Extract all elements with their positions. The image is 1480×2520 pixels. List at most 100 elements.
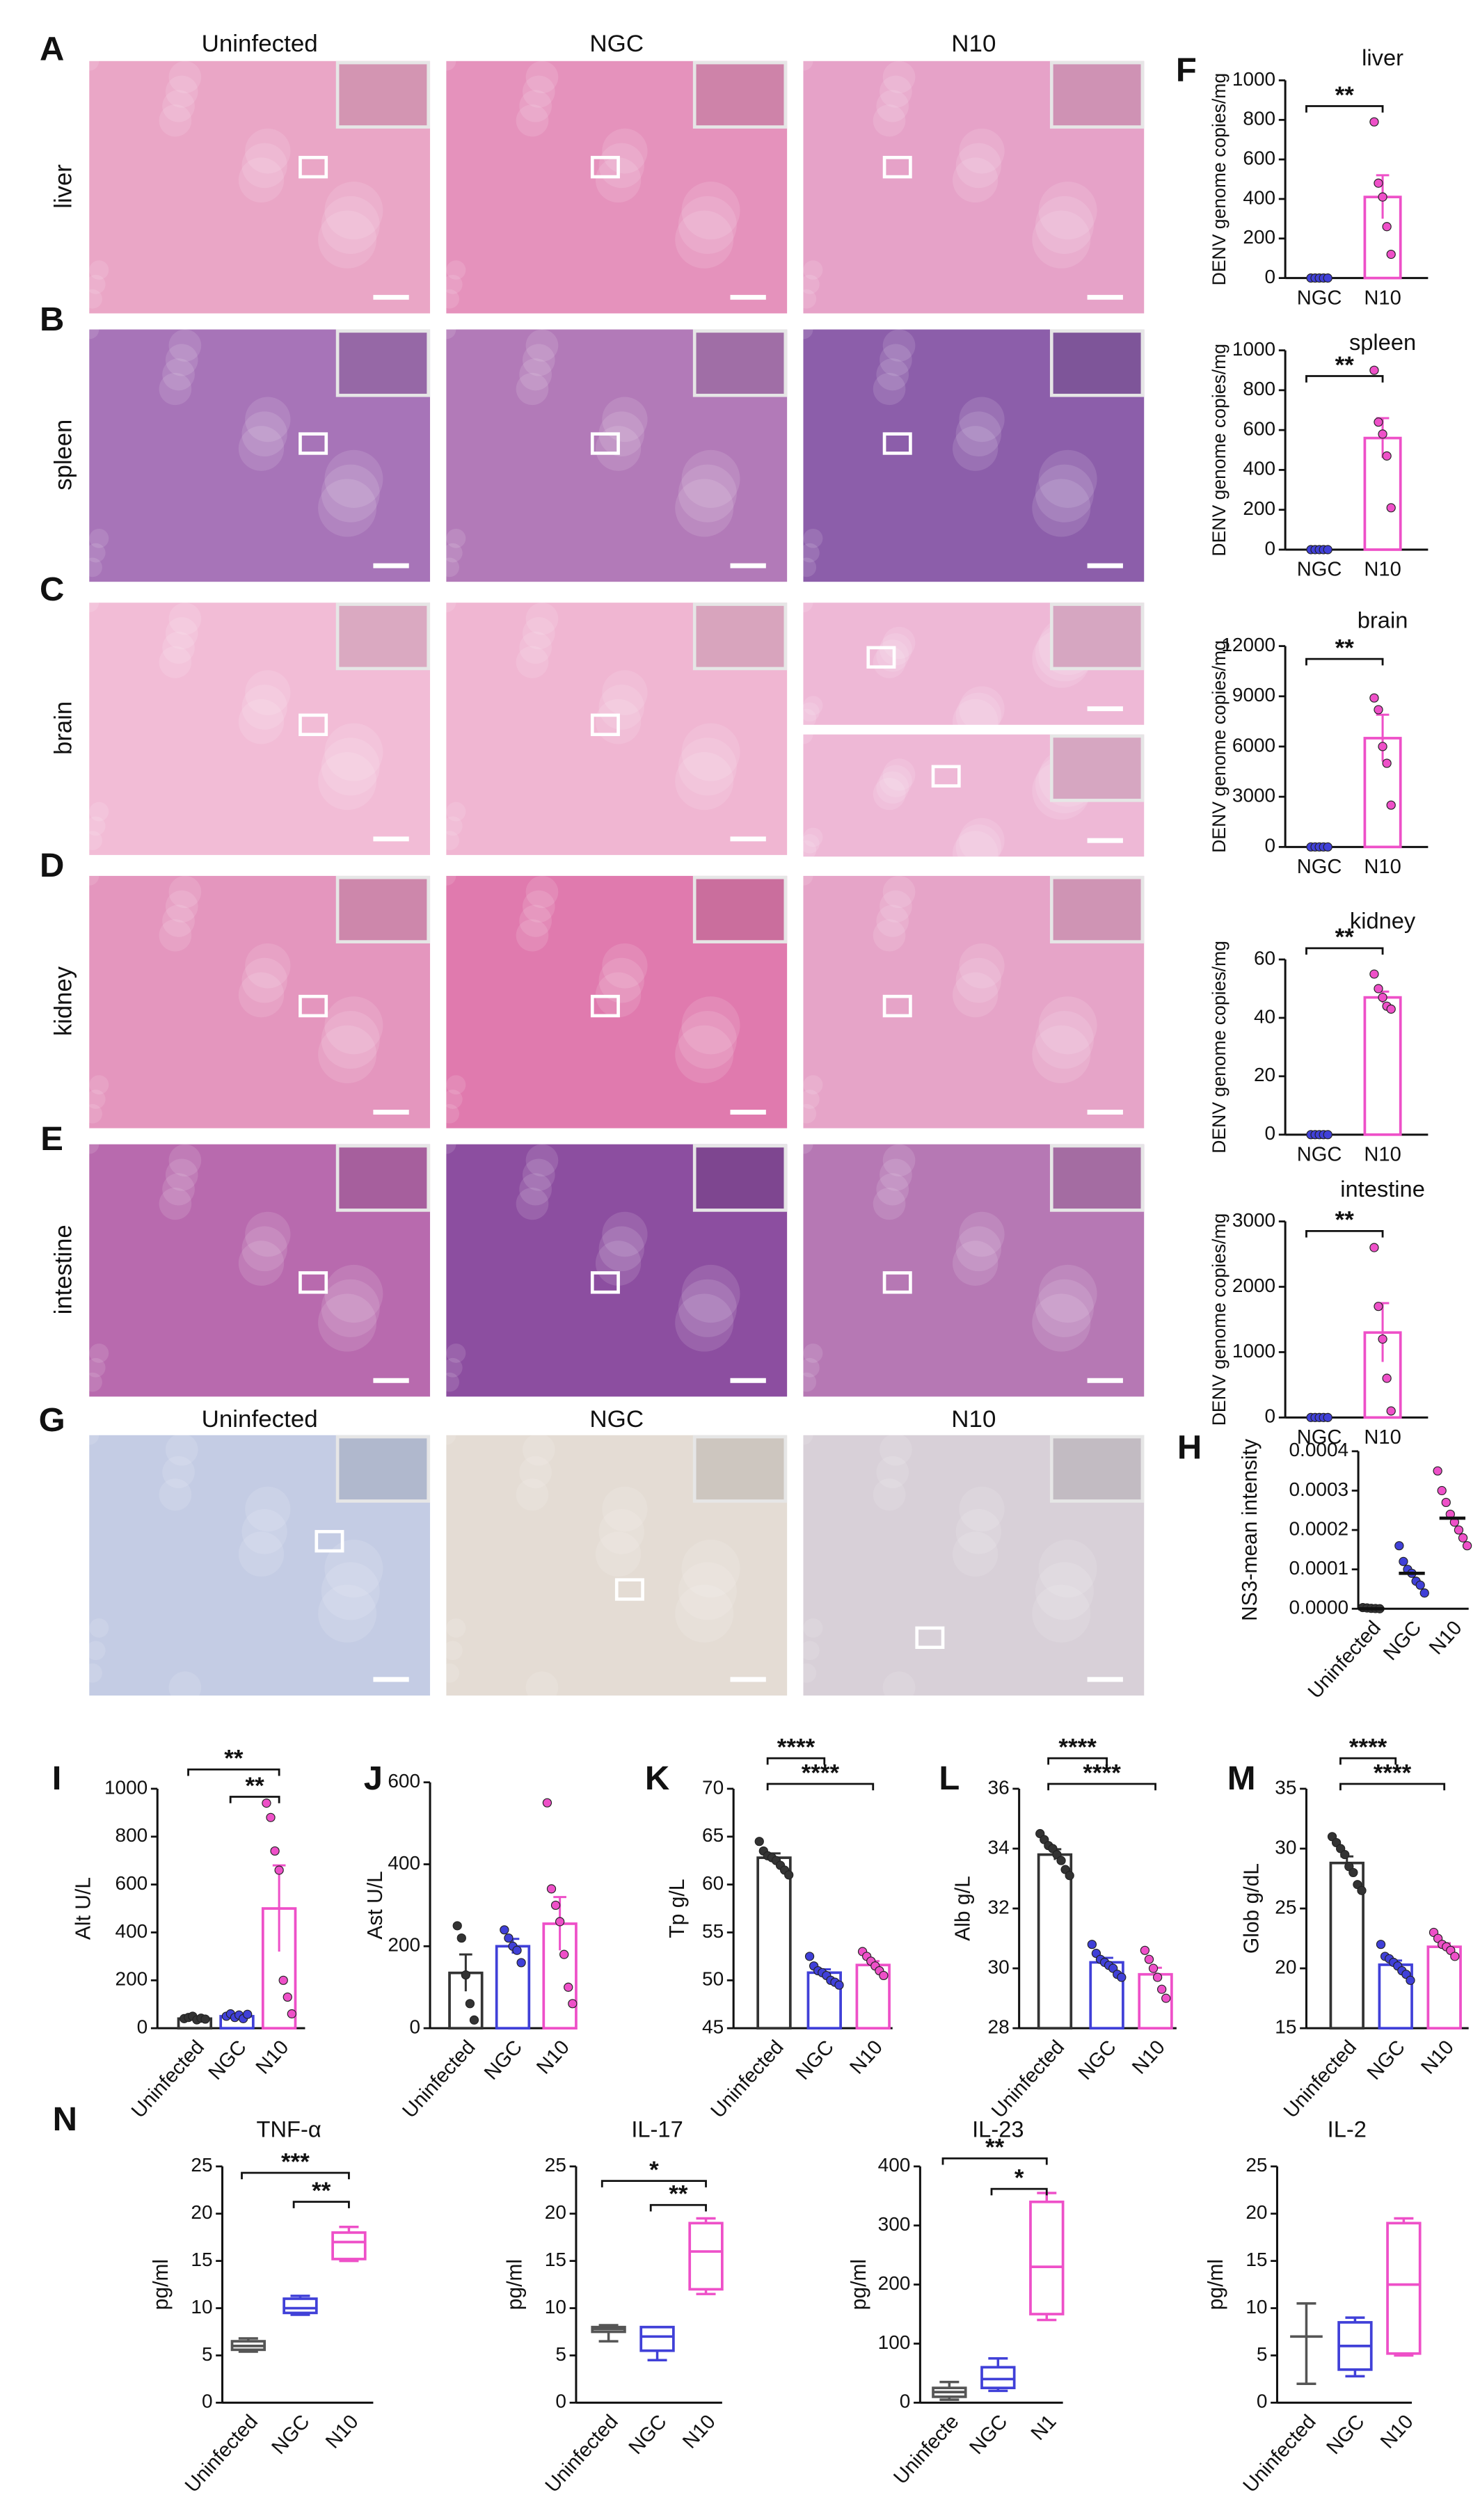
inset — [1049, 61, 1145, 129]
tissue-texture — [321, 464, 380, 523]
tissue-texture — [675, 210, 734, 269]
data-point — [784, 1870, 794, 1880]
tissue-texture — [79, 593, 100, 613]
inset — [1049, 1144, 1145, 1212]
tissue-texture — [516, 646, 549, 678]
tissue-texture — [436, 319, 456, 340]
x-tick-label: N10 — [321, 2411, 363, 2453]
inset — [692, 329, 788, 397]
significance-label: ** — [1335, 81, 1355, 109]
tissue-texture — [245, 1486, 291, 1532]
x-tick-label: NGC — [1297, 559, 1342, 581]
roi-box — [299, 432, 328, 455]
tissue-texture — [882, 758, 916, 791]
tissue-texture — [525, 1144, 559, 1177]
tissue-texture — [436, 866, 456, 886]
box — [1386, 2222, 1422, 2355]
data-point — [1348, 1867, 1358, 1878]
data-point — [1369, 117, 1379, 127]
y-tick-label: 25 — [1275, 1897, 1296, 1918]
y-tick-label: 34 — [988, 1836, 1010, 1858]
tissue-texture — [797, 289, 817, 309]
roi-box — [299, 994, 328, 1018]
y-tick-label: 0 — [1265, 1122, 1276, 1144]
significance-bracket — [941, 2157, 1048, 2165]
x-tick-label: Uninfected — [1280, 2036, 1361, 2123]
tissue-texture — [602, 943, 648, 989]
significance-bracket — [1305, 1230, 1384, 1238]
data-point — [1065, 1871, 1074, 1881]
data-point — [1399, 1556, 1408, 1566]
significance-label: **** — [1058, 1734, 1097, 1761]
data-point — [465, 1999, 475, 2009]
tissue-texture — [82, 289, 102, 309]
tissue-texture — [168, 329, 202, 362]
y-tick-label: 0.0003 — [1289, 1478, 1349, 1500]
box — [283, 2297, 318, 2315]
tissue-texture — [803, 1075, 823, 1095]
column-header: N10 — [951, 1405, 996, 1433]
tissue-texture — [436, 1134, 456, 1154]
tissue-texture — [953, 972, 998, 1018]
data-point — [1161, 1993, 1171, 2003]
data-point — [542, 1798, 552, 1808]
tissue-texture — [799, 1641, 820, 1661]
y-tick-label: 1000 — [1232, 68, 1275, 90]
data-point — [1374, 178, 1383, 188]
tissue-texture — [602, 670, 648, 715]
tissue-texture — [443, 275, 463, 294]
tissue-texture — [876, 904, 909, 937]
data-point — [1386, 249, 1396, 260]
y-tick-label: 25 — [191, 2154, 212, 2176]
significance-label: ** — [1335, 923, 1355, 950]
data-point — [1140, 1945, 1150, 1955]
tissue-texture — [159, 104, 192, 137]
tissue-texture — [241, 1509, 287, 1554]
x-tick-label: N10 — [1364, 856, 1401, 878]
y-tick-label: 15 — [545, 2249, 566, 2270]
inset — [692, 1144, 788, 1212]
tissue-texture — [803, 696, 823, 715]
tissue-texture — [86, 543, 106, 563]
data-point — [452, 1921, 462, 1931]
chart-title: IL-23 — [972, 2117, 1024, 2142]
y-tick-label: 800 — [116, 1824, 148, 1846]
y-tick-label: 15 — [1275, 2016, 1296, 2038]
tissue-texture — [882, 875, 916, 909]
significance-bracket — [1305, 947, 1384, 955]
tissue-texture — [446, 528, 466, 548]
x-tick-label: Uninfecte — [889, 2411, 963, 2489]
tissue-texture — [440, 831, 460, 850]
panel-letter: H — [1177, 1429, 1202, 1467]
x-tick-label: NGC — [1297, 856, 1342, 878]
data-point — [555, 1917, 565, 1927]
tissue-texture — [519, 1173, 552, 1206]
data-point — [1374, 1302, 1383, 1311]
y-tick-label: 200 — [1243, 226, 1275, 248]
data-point — [1087, 1940, 1097, 1949]
y-axis-label: pg/ml — [848, 2259, 870, 2310]
tissue-texture — [89, 1075, 109, 1095]
y-tick-label: 5 — [555, 2343, 566, 2365]
tissue-texture — [803, 1618, 823, 1638]
tissue-texture — [440, 1372, 460, 1392]
tissue-texture — [446, 802, 466, 822]
y-tick-label: 28 — [988, 2016, 1010, 2038]
tissue-texture — [873, 1478, 906, 1511]
chart-title: IL-2 — [1328, 2117, 1367, 2142]
tissue-texture — [953, 426, 998, 471]
y-tick-label: 20 — [1246, 2201, 1267, 2223]
tissue-texture — [324, 1264, 383, 1323]
y-tick-label: 600 — [388, 1770, 420, 1792]
tissue-texture — [436, 51, 456, 71]
roi-box — [299, 1271, 328, 1294]
tissue-texture — [880, 765, 912, 797]
y-tick-label: 600 — [1243, 418, 1275, 440]
tissue-texture — [959, 397, 1005, 442]
tissue-texture — [168, 603, 202, 635]
panel-letter: K — [645, 1760, 669, 1797]
tissue-texture — [1032, 1293, 1091, 1352]
tissue-texture — [955, 824, 1001, 870]
tissue-texture — [519, 631, 552, 664]
